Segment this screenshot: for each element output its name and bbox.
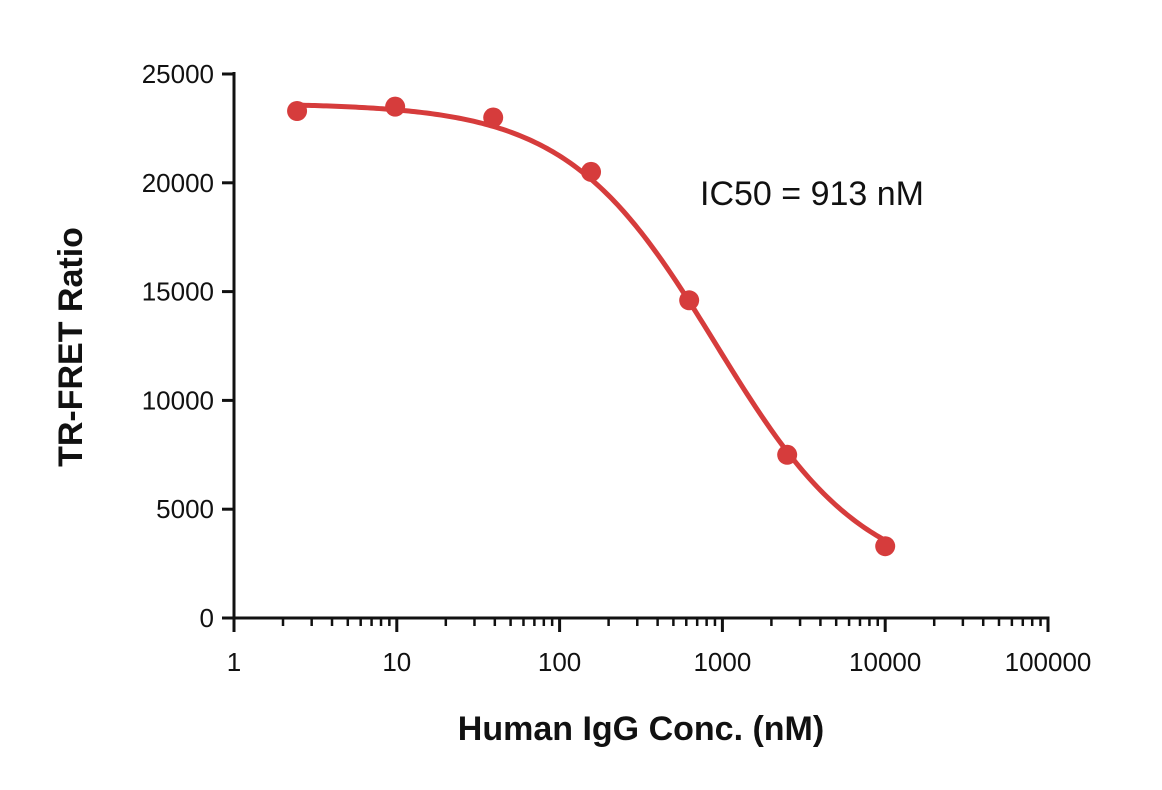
- data-point: [875, 536, 896, 557]
- x-tick-label: 100: [538, 647, 581, 677]
- y-tick-label: 10000: [142, 385, 214, 415]
- data-point: [581, 161, 602, 182]
- ic50-annotation: IC50 = 913 nM: [700, 175, 924, 213]
- y-tick-label: 25000: [142, 59, 214, 89]
- y-axis-title: TR-FRET Ratio: [52, 227, 90, 467]
- axes: [232, 72, 1050, 620]
- x-tick-label: 10: [382, 647, 411, 677]
- y-tick-label: 20000: [142, 168, 214, 198]
- data-point: [483, 107, 504, 128]
- data-point: [679, 290, 700, 311]
- y-tick-label: 15000: [142, 277, 214, 307]
- data-point: [287, 100, 308, 121]
- x-tick-label: 1: [227, 647, 241, 677]
- ticks: 0 5000 10000 15000 20000 25000 1 10 100 1000 10000…: [142, 59, 1092, 677]
- data-point: [385, 96, 406, 117]
- x-tick-label: 100000: [1005, 647, 1092, 677]
- x-tick-label: 10000: [849, 647, 921, 677]
- y-tick-label: 5000: [156, 494, 214, 524]
- x-axis-title: Human IgG Conc. (nM): [458, 710, 824, 748]
- data-points: [287, 96, 896, 557]
- x-tick-label: 1000: [693, 647, 751, 677]
- data-point: [777, 444, 798, 465]
- y-tick-label: 0: [200, 603, 214, 633]
